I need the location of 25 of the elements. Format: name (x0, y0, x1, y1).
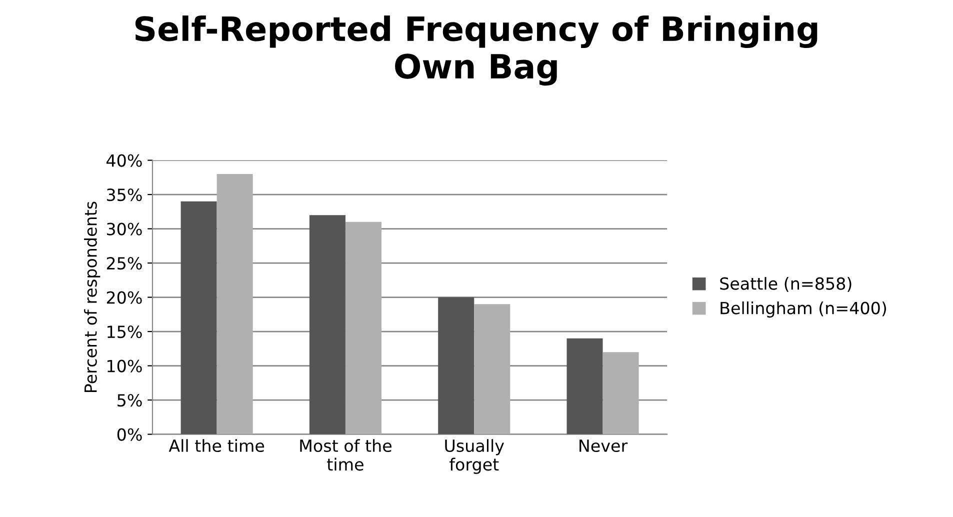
y-axis-title: Percent of respondents (84, 202, 100, 392)
bar (216, 174, 253, 434)
y-tick-label: 5% (118, 394, 142, 407)
bar (309, 215, 346, 434)
bar (474, 304, 510, 434)
y-tick-label: 40% (106, 154, 142, 167)
x-tick-label: Never (580, 440, 628, 452)
bar (438, 297, 474, 434)
x-tick-label: Most of the time (300, 439, 392, 471)
y-tick-label: 15% (108, 325, 142, 338)
y-tick-label: 0% (117, 428, 142, 441)
y-tick-label: 25% (106, 256, 142, 270)
legend-label: Seattle (n=858) (720, 276, 852, 292)
y-tick-label: 10% (108, 360, 142, 372)
bar (345, 222, 382, 434)
legend-label: Bellingham (n=400) (720, 301, 886, 318)
y-tick-label: 20% (106, 291, 142, 304)
bar (180, 201, 217, 434)
x-tick-label: Usually forget (445, 439, 504, 474)
y-tick-label: 30% (106, 222, 142, 236)
y-tick-label: 35% (106, 188, 142, 202)
x-tick-label: All the time (168, 439, 264, 452)
bar (566, 338, 603, 434)
chart-title: Self-Reported Frequency of Bringing Own Bag (135, 16, 818, 86)
bar (602, 352, 639, 434)
